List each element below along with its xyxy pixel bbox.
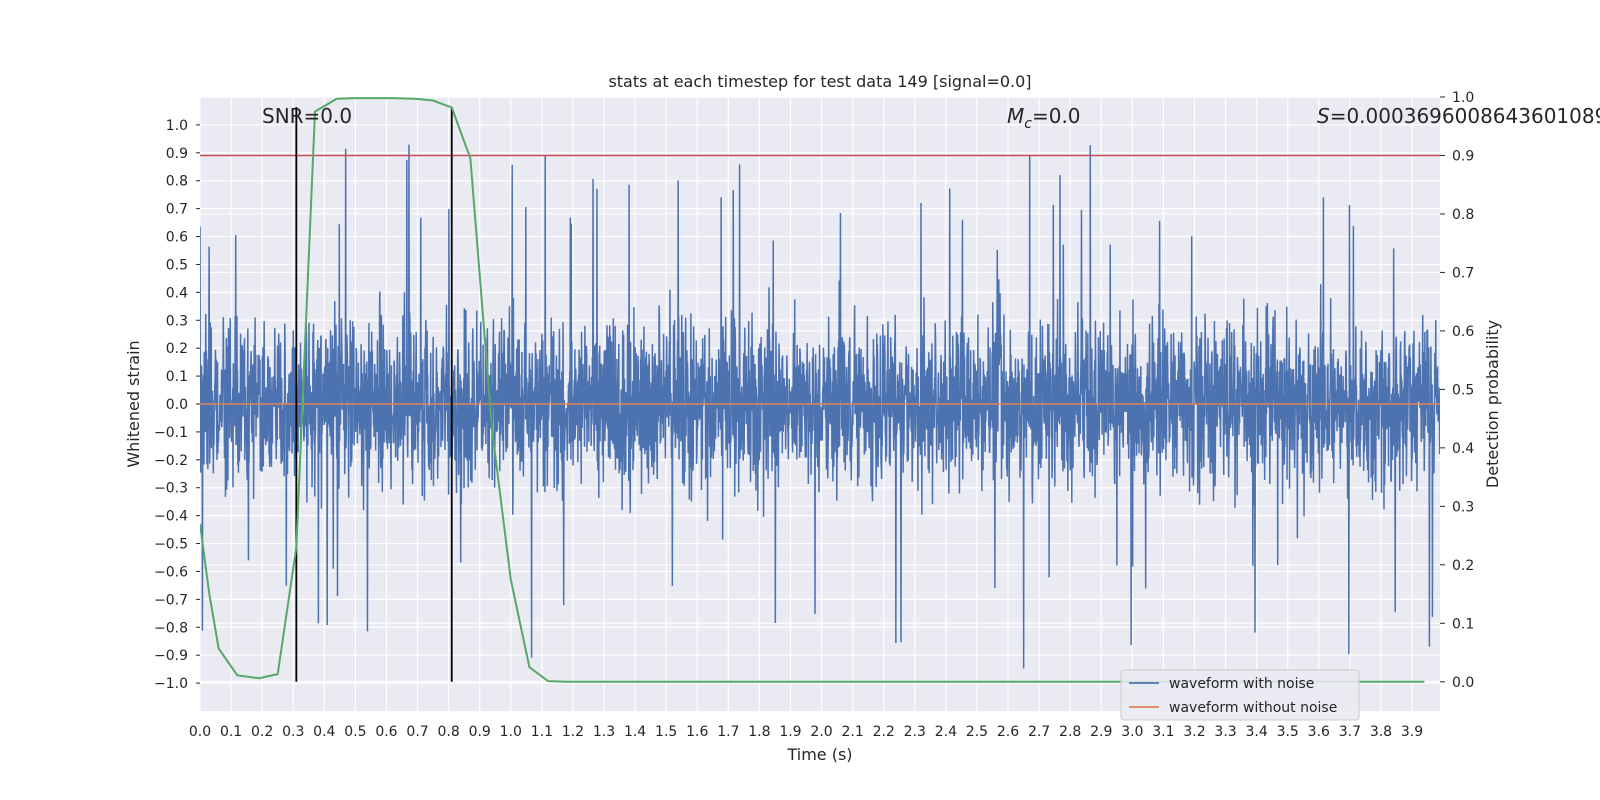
s-annotation: S=0.0003696008643601089 xyxy=(1317,104,1600,128)
legend-entry-noise: waveform with noise xyxy=(1169,676,1314,692)
x-tick-label: 0.6 xyxy=(375,724,397,740)
x-tick-label: 1.6 xyxy=(686,724,708,740)
y2-tick-label: 0.9 xyxy=(1452,148,1474,164)
s-value: =0.0003696008643601089 xyxy=(1330,104,1600,128)
x-axis-label: Time (s) xyxy=(786,745,852,764)
x-tick-label: 2.9 xyxy=(1090,724,1112,740)
x-tick-label: 2.8 xyxy=(1059,724,1081,740)
x-tick-label: 2.7 xyxy=(1028,724,1050,740)
x-tick-label: 1.8 xyxy=(748,724,770,740)
y-tick-label: 0.6 xyxy=(166,230,188,246)
x-tick-label: 1.2 xyxy=(562,724,584,740)
x-tick-label: 3.5 xyxy=(1277,724,1299,740)
y-axis-label: Whitened strain xyxy=(124,340,143,467)
y2-tick-label: 0.3 xyxy=(1452,499,1474,515)
y-tick-label: 0.8 xyxy=(166,174,188,190)
y2-tick-label: 0.4 xyxy=(1452,441,1474,457)
s-symbol: S xyxy=(1317,104,1330,128)
x-tick-label: 2.3 xyxy=(904,724,926,740)
y2-tick-label: 1.0 xyxy=(1452,90,1474,106)
x-tick-label: 0.8 xyxy=(437,724,459,740)
x-tick-label: 2.0 xyxy=(810,724,832,740)
x-tick-label: 3.4 xyxy=(1246,724,1268,740)
snr-annotation: SNR=0.0 xyxy=(262,104,352,128)
x-tick-label: 0.2 xyxy=(251,724,273,740)
x-tick-label: 2.4 xyxy=(935,724,957,740)
legend: waveform with noise waveform without noi… xyxy=(1120,669,1360,721)
x-tick-label: 3.2 xyxy=(1183,724,1205,740)
y-tick-label: −0.2 xyxy=(154,453,188,469)
y-tick-label: −0.5 xyxy=(154,537,188,553)
y-tick-label: 0.0 xyxy=(166,397,188,413)
x-tick-label: 0.7 xyxy=(406,724,428,740)
y2-tick-label: 0.0 xyxy=(1452,675,1474,691)
y2-tick-label: 0.8 xyxy=(1452,207,1474,223)
x-tick-label: 3.3 xyxy=(1214,724,1236,740)
y-tick-label: 0.1 xyxy=(166,369,188,385)
x-tick-label: 3.6 xyxy=(1308,724,1330,740)
x-tick-label: 0.3 xyxy=(282,724,304,740)
x-tick-label: 3.8 xyxy=(1370,724,1392,740)
y-tick-label: 0.2 xyxy=(166,341,188,357)
x-tick-label: 2.5 xyxy=(966,724,988,740)
x-tick-label: 1.4 xyxy=(624,724,646,740)
detection-probability-line xyxy=(200,97,1425,683)
x-tick-label: 3.9 xyxy=(1401,724,1423,740)
mc-symbol: M xyxy=(1007,104,1024,128)
y-tick-label: −0.1 xyxy=(154,425,188,441)
mc-subscript: c xyxy=(1024,116,1032,132)
y-tick-label: 0.5 xyxy=(166,257,188,273)
legend-box xyxy=(1120,669,1360,721)
x-tick-label: 0.1 xyxy=(220,724,242,740)
legend-entry-clean: waveform without noise xyxy=(1169,700,1337,716)
x-tick-label: 1.3 xyxy=(593,724,615,740)
x-tick-label: 0.0 xyxy=(189,724,211,740)
chirp-mass-annotation: Mc=0.0 xyxy=(1007,104,1081,132)
y-tick-label: −0.7 xyxy=(154,592,188,608)
x-tick-label: 3.1 xyxy=(1152,724,1174,740)
x-tick-label: 0.4 xyxy=(313,724,335,740)
x-tick-label: 1.9 xyxy=(779,724,801,740)
x-tick-label: 1.7 xyxy=(717,724,739,740)
x-tick-label: 2.1 xyxy=(841,724,863,740)
chart-title: stats at each timestep for test data 149… xyxy=(608,72,1031,91)
y2-tick-label: 0.6 xyxy=(1452,324,1474,340)
y2-axis-ticks: 1.0 0.9 0.8 0.7 0.6 0.5 0.4 0.3 0.2 0.1 0.0 xyxy=(1440,90,1474,691)
x-tick-label: 3.7 xyxy=(1339,724,1361,740)
x-tick-label: 2.2 xyxy=(873,724,895,740)
y-tick-label: 1.0 xyxy=(166,118,188,134)
y-tick-label: −0.6 xyxy=(154,564,188,580)
x-tick-label: 1.0 xyxy=(500,724,522,740)
x-tick-label: 0.9 xyxy=(469,724,491,740)
y2-axis-label: Detection probability xyxy=(1483,320,1502,488)
x-tick-label: 1.5 xyxy=(655,724,677,740)
waveform-with-noise-line xyxy=(200,144,1440,669)
y-tick-label: −0.9 xyxy=(154,648,188,664)
y2-tick-label: 0.2 xyxy=(1452,558,1474,574)
x-tick-label: 0.5 xyxy=(344,724,366,740)
x-axis-ticks: 0.0 0.1 0.2 0.3 0.4 0.5 0.6 0.7 0.8 0.9 1.0 1.1 1.2 1… xyxy=(189,724,1423,740)
y-tick-label: −0.8 xyxy=(154,620,188,636)
y-tick-label: 0.9 xyxy=(166,146,188,162)
y-tick-label: 0.3 xyxy=(166,313,188,329)
y-tick-label: −0.4 xyxy=(154,509,188,525)
y-tick-label: −0.3 xyxy=(154,481,188,497)
y2-tick-label: 0.7 xyxy=(1452,265,1474,281)
x-tick-label: 3.0 xyxy=(1121,724,1143,740)
y-axis-ticks: 1.0 0.9 0.8 0.7 0.6 0.5 0.4 0.3 0.2 0.1 0.0 −0.1 −0.… xyxy=(154,118,200,692)
y-tick-label: −1.0 xyxy=(154,676,188,692)
y2-tick-label: 0.5 xyxy=(1452,382,1474,398)
mc-value: =0.0 xyxy=(1032,104,1081,128)
x-tick-label: 2.6 xyxy=(997,724,1019,740)
y-tick-label: 0.4 xyxy=(166,285,188,301)
x-tick-label: 1.1 xyxy=(531,724,553,740)
y2-tick-label: 0.1 xyxy=(1452,616,1474,632)
y-tick-label: 0.7 xyxy=(166,202,188,218)
